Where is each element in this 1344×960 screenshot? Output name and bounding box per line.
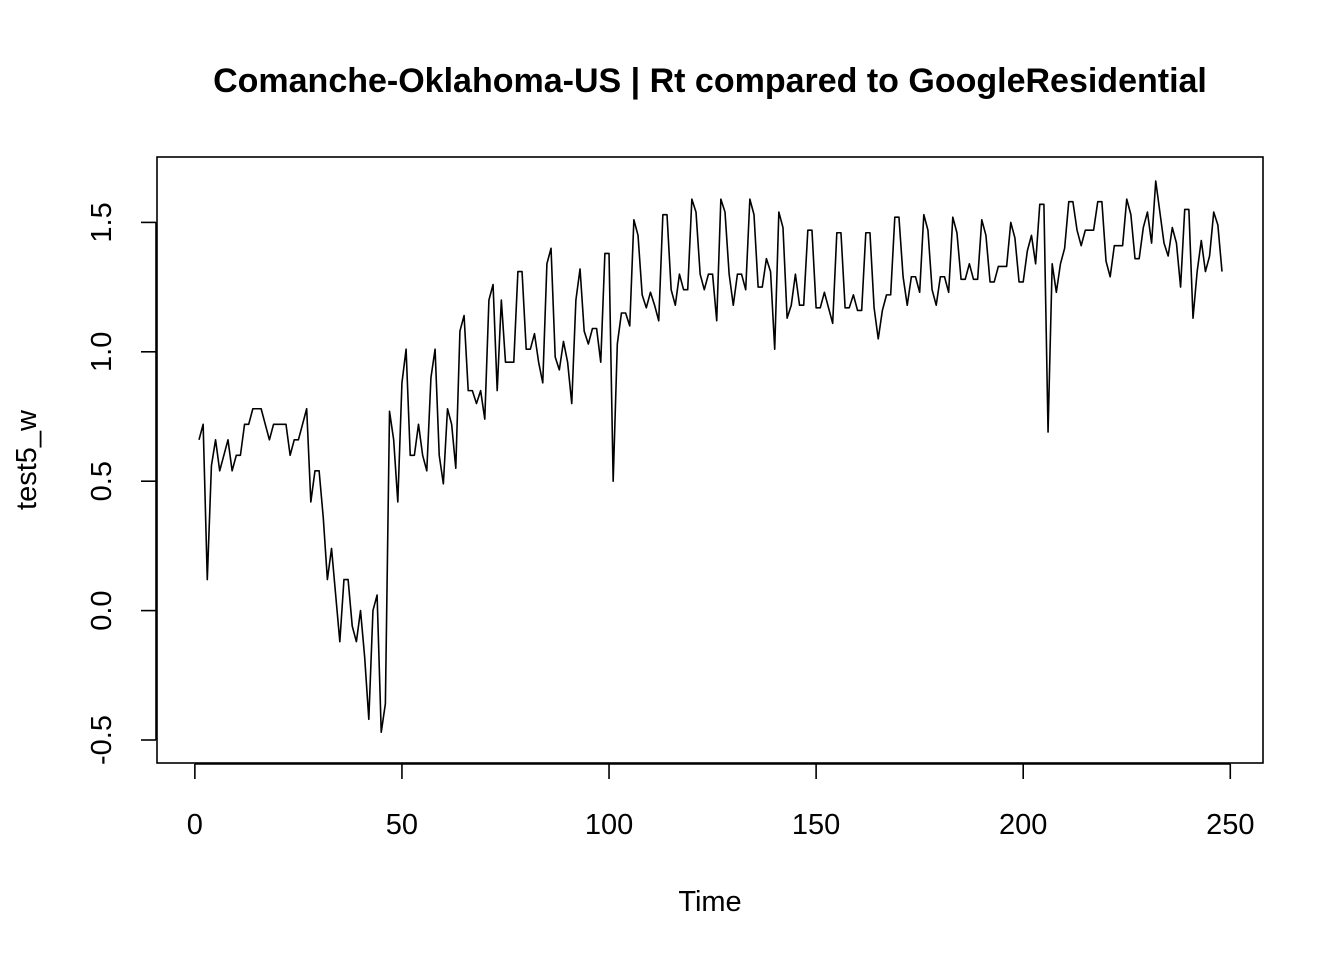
chart-title: Comanche-Oklahoma-US | Rt compared to Go… [213, 62, 1207, 100]
x-tick-label: 200 [999, 809, 1047, 841]
y-tick-label: 0.0 [86, 590, 118, 630]
y-tick-label: -0.5 [86, 715, 118, 765]
x-tick-label: 100 [585, 809, 633, 841]
y-tick-label: 0.5 [86, 461, 118, 501]
y-tick-label: 1.0 [86, 332, 118, 372]
x-tick-label: 50 [386, 809, 418, 841]
series-line-test5_w [198, 180, 1223, 734]
x-tick-label: 150 [792, 809, 840, 841]
plot-frame [156, 156, 1264, 764]
y-axis: -0.5 0.0 0.5 1.0 1.5 [86, 202, 157, 765]
y-tick-label: 1.5 [86, 202, 118, 242]
x-tick-label: 0 [187, 809, 203, 841]
x-axis: 0 50 100 150 200 250 [187, 763, 1254, 841]
x-tick-label: 250 [1206, 809, 1254, 841]
x-axis-label: Time [678, 886, 741, 918]
y-axis-label: test5_w [11, 409, 43, 510]
